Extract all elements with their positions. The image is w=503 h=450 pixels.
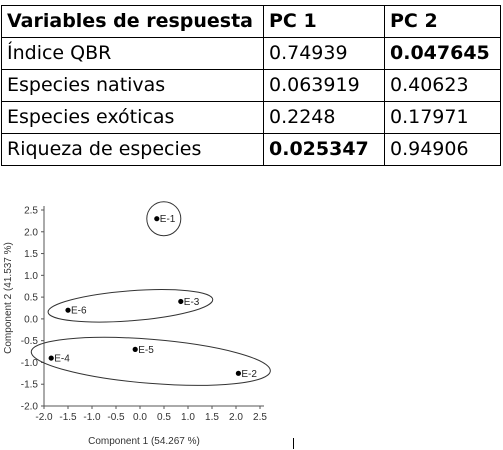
x-tick-label: 1.0 <box>181 412 195 423</box>
x-tick-label: 2.0 <box>229 412 243 423</box>
y-tick-label: 0.0 <box>24 314 38 325</box>
table-row: Riqueza de especies 0.025347 0.94906 <box>1 133 501 166</box>
pc1-cell: 0.063919 <box>263 69 385 102</box>
x-axis-label: Component 1 (54.267 %) <box>88 436 200 447</box>
header-pc1: PC 1 <box>263 5 385 38</box>
pc1-cell: 0.025347 <box>263 133 385 166</box>
response-variables-table: Variables de respuesta PC 1 PC 2 Índice … <box>1 5 501 166</box>
table-row: Índice QBR 0.74939 0.047645 <box>1 37 501 70</box>
pc2-cell: 0.94906 <box>384 133 501 166</box>
header-pc2: PC 2 <box>384 5 501 38</box>
pc2-cell: 0.40623 <box>384 69 501 102</box>
point-label: E-6 <box>71 306 87 317</box>
y-tick-label: 0.5 <box>24 293 38 304</box>
text-cursor <box>293 438 294 449</box>
data-point <box>48 355 54 361</box>
data-point <box>65 307 71 313</box>
y-tick-label: 2.0 <box>24 227 38 238</box>
x-tick-label: 1.5 <box>205 412 219 423</box>
pc2-cell: 0.17971 <box>384 101 501 134</box>
x-tick-label: 2.5 <box>253 412 267 423</box>
variable-cell: Especies nativas <box>1 69 264 102</box>
y-tick-label: -0.5 <box>21 336 39 347</box>
group-ellipse <box>30 336 271 386</box>
x-tick-label: -1.5 <box>59 412 77 423</box>
point-label: E-2 <box>241 369 257 380</box>
pc1-cell: 0.74939 <box>263 37 385 70</box>
y-axis-label: Component 2 (41.537 %) <box>3 242 14 354</box>
x-tick-label: -0.5 <box>107 412 125 423</box>
point-label: E-4 <box>54 354 70 365</box>
x-tick-label: -1.0 <box>83 412 101 423</box>
group-ellipse <box>47 289 214 323</box>
data-point <box>235 370 241 376</box>
y-tick-label: 1.5 <box>24 249 38 260</box>
table-row: Especies exóticas 0.2248 0.17971 <box>1 101 501 134</box>
point-label: E-3 <box>184 297 200 308</box>
variable-cell: Índice QBR <box>1 37 264 70</box>
group-ellipse <box>146 201 182 237</box>
x-tick-label: 0.0 <box>133 412 147 423</box>
point-label: E-5 <box>138 345 154 356</box>
data-point <box>154 216 160 222</box>
variable-cell: Especies exóticas <box>1 101 264 134</box>
y-tick-label: 2.5 <box>24 206 38 217</box>
pca-scatter-plot: -2.0 -1.5 -1.0 -0.5 0.0 0.5 1.0 1.5 2.0 2.5 2.5 2.0… <box>3 201 271 447</box>
y-tick-label: -1.0 <box>21 358 39 369</box>
pc1-cell: 0.2248 <box>263 101 385 134</box>
pc2-cell: 0.047645 <box>384 37 501 70</box>
y-tick-label: -1.5 <box>21 380 39 391</box>
variable-cell: Riqueza de especies <box>1 133 264 166</box>
data-point <box>132 346 138 352</box>
table-row: Especies nativas 0.063919 0.40623 <box>1 69 501 102</box>
x-tick-label: 0.5 <box>157 412 171 423</box>
point-label: E-1 <box>160 214 176 225</box>
header-variables: Variables de respuesta <box>1 5 264 38</box>
x-tick-label: -2.0 <box>35 412 53 423</box>
y-tick-label: 1.0 <box>24 271 38 282</box>
data-point <box>178 298 184 305</box>
table-body: Índice QBR 0.74939 0.047645 Especies nativa… <box>1 37 501 166</box>
table-header-row: Variables de respuesta PC 1 PC 2 <box>1 5 501 38</box>
y-tick-label: -2.0 <box>21 402 39 413</box>
